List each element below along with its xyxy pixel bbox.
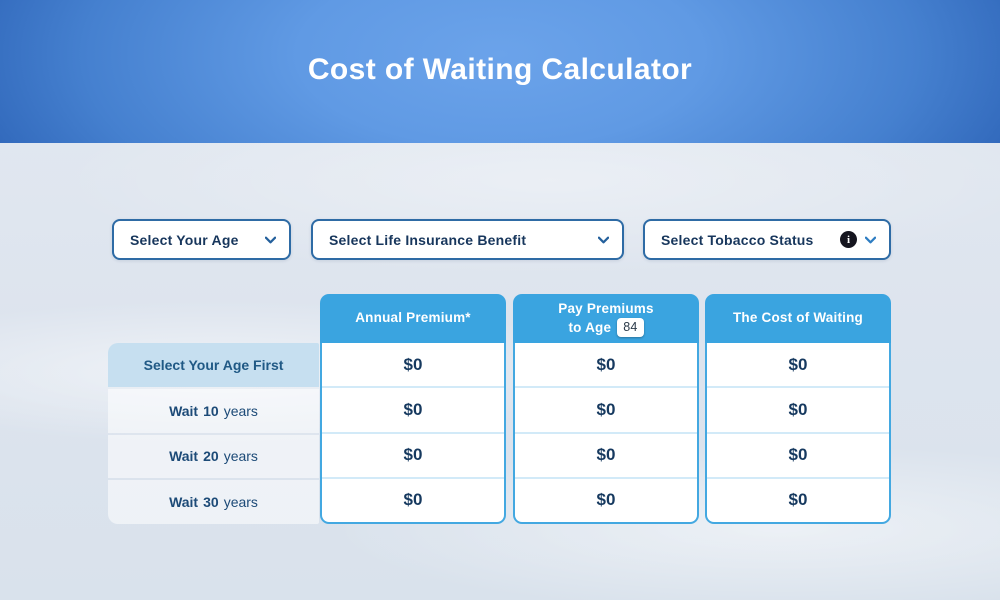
annual-premium-header: Annual Premium* bbox=[320, 294, 506, 343]
annual-premium-column: Annual Premium* $0 $0 $0 $0 bbox=[320, 294, 506, 524]
chevron-down-icon bbox=[265, 236, 276, 243]
annual-premium-body: $0 $0 $0 $0 bbox=[320, 343, 506, 524]
chevron-down-icon bbox=[598, 236, 609, 243]
cost-value-row4: $0 bbox=[707, 476, 889, 522]
header-text: The Cost of Waiting bbox=[732, 310, 864, 326]
row-label-column: Select Your Age First Wait 10 years Wait… bbox=[108, 343, 319, 524]
row-label-wait-20: Wait 20 years bbox=[108, 434, 319, 479]
premium-value-row3: $0 bbox=[322, 431, 504, 477]
wait-word: Wait bbox=[169, 402, 199, 419]
wait-years-number: 30 bbox=[203, 494, 219, 511]
pay-premiums-column: Pay Premiums to Age 84 $0 $0 $0 $0 bbox=[513, 294, 699, 524]
premium-value-row1: $0 bbox=[403, 354, 423, 374]
premium-value-row2: $0 bbox=[322, 386, 504, 431]
row-label-text: Select Your Age First bbox=[143, 356, 284, 373]
hero-banner: Cost of Waiting Calculator bbox=[0, 0, 1000, 143]
cost-of-waiting-column: The Cost of Waiting $0 $0 $0 $0 bbox=[705, 294, 891, 524]
cost-of-waiting-body: $0 $0 $0 $0 bbox=[705, 343, 891, 524]
select-benefit-label: Select Life Insurance Benefit bbox=[329, 231, 527, 248]
to-age-text: to Age bbox=[568, 319, 612, 335]
wait-word: Wait bbox=[169, 494, 199, 511]
cost-value-row1: $0 bbox=[788, 354, 808, 374]
years-word: years bbox=[223, 402, 258, 419]
chevron-down-icon bbox=[865, 236, 876, 243]
row-label-select-age-first: Select Your Age First bbox=[108, 343, 319, 387]
header-text: Annual Premium* bbox=[355, 310, 471, 326]
header-line2: to Age 84 bbox=[568, 318, 644, 338]
wait-word: Wait bbox=[169, 448, 199, 465]
row-label-wait-10: Wait 10 years bbox=[108, 388, 319, 433]
pay-premiums-body: $0 $0 $0 $0 bbox=[513, 343, 699, 524]
select-age-label: Select Your Age bbox=[130, 231, 239, 248]
wait-years-number: 10 bbox=[203, 402, 219, 419]
pay-to-age-value-row4: $0 bbox=[515, 476, 697, 522]
age-badge: 84 bbox=[617, 318, 644, 338]
cost-value-row3: $0 bbox=[707, 431, 889, 477]
pay-to-age-value-row3: $0 bbox=[515, 431, 697, 477]
pay-to-age-value-row1: $0 bbox=[596, 354, 616, 374]
select-tobacco-dropdown[interactable]: Select Tobacco Status i bbox=[643, 219, 891, 260]
years-word: years bbox=[223, 494, 258, 511]
pay-premiums-header: Pay Premiums to Age 84 bbox=[513, 294, 699, 343]
pay-to-age-value-row2: $0 bbox=[515, 386, 697, 431]
premium-value-row4: $0 bbox=[322, 476, 504, 522]
wait-years-number: 20 bbox=[203, 448, 219, 465]
row-label-wait-30: Wait 30 years bbox=[108, 480, 319, 524]
page-title: Cost of Waiting Calculator bbox=[307, 53, 693, 86]
header-line1: Pay Premiums bbox=[558, 300, 654, 316]
years-word: years bbox=[223, 448, 258, 465]
select-benefit-dropdown[interactable]: Select Life Insurance Benefit bbox=[311, 219, 624, 260]
cost-value-row2: $0 bbox=[707, 386, 889, 431]
select-age-dropdown[interactable]: Select Your Age bbox=[112, 219, 291, 260]
select-tobacco-label: Select Tobacco Status bbox=[661, 231, 814, 248]
info-icon[interactable]: i bbox=[840, 231, 857, 248]
cost-of-waiting-header: The Cost of Waiting bbox=[705, 294, 891, 343]
